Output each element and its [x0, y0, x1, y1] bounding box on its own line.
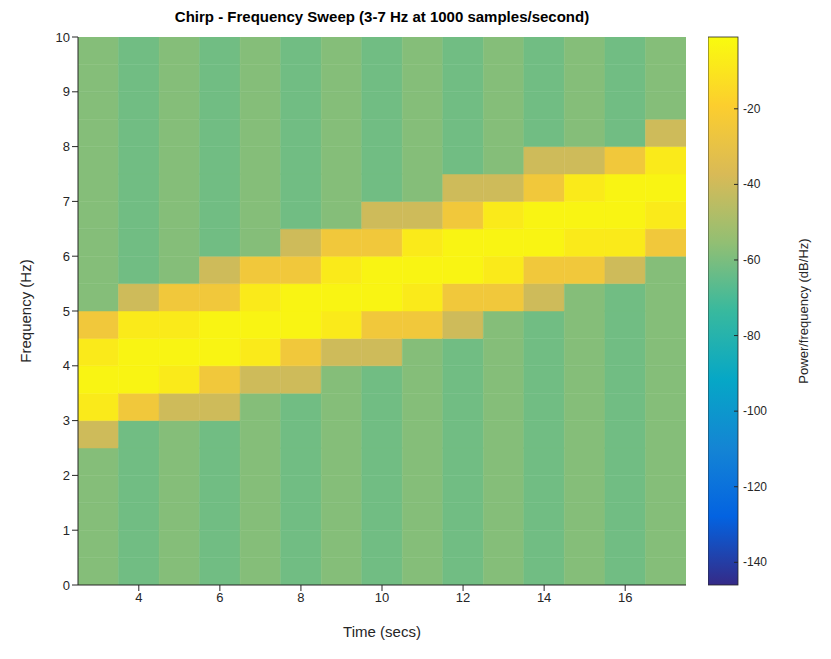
- svg-text:14: 14: [537, 590, 551, 605]
- svg-text:Time (secs): Time (secs): [343, 623, 421, 640]
- svg-text:8: 8: [63, 139, 70, 154]
- svg-text:0: 0: [63, 578, 70, 593]
- svg-text:-100: -100: [743, 404, 767, 418]
- svg-text:7: 7: [63, 194, 70, 209]
- svg-text:2: 2: [63, 468, 70, 483]
- svg-text:-140: -140: [743, 555, 767, 569]
- svg-text:-80: -80: [743, 329, 761, 343]
- svg-text:10: 10: [375, 590, 389, 605]
- svg-text:16: 16: [618, 590, 632, 605]
- svg-text:4: 4: [135, 590, 142, 605]
- svg-text:3: 3: [63, 413, 70, 428]
- svg-text:6: 6: [63, 249, 70, 264]
- svg-text:6: 6: [216, 590, 223, 605]
- svg-text:10: 10: [56, 30, 70, 45]
- svg-text:-40: -40: [743, 177, 761, 191]
- html-text:Chirp - Frequency Sweep (3-7 H: Chirp - Frequency Sweep (3-7 Hz at 1000 …: [174, 8, 590, 25]
- svg-text:Frequency (Hz): Frequency (Hz): [17, 259, 34, 362]
- svg-text:9: 9: [63, 84, 70, 99]
- svg-text:8: 8: [297, 590, 304, 605]
- svg-text:5: 5: [63, 304, 70, 319]
- svg-text:-60: -60: [743, 253, 761, 267]
- svg-text:-20: -20: [743, 102, 761, 116]
- svg-text:-120: -120: [743, 480, 767, 494]
- svg-text:Power/frequency (dB/Hz): Power/frequency (dB/Hz): [796, 238, 811, 383]
- svg-text:1: 1: [63, 523, 70, 538]
- svg-text:4: 4: [63, 358, 70, 373]
- svg-text:12: 12: [456, 590, 470, 605]
